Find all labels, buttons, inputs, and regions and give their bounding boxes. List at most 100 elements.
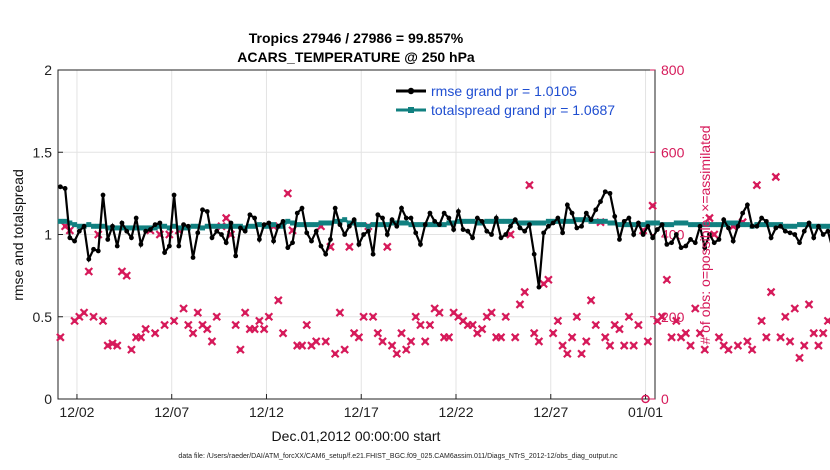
totalspread-point: [541, 220, 547, 226]
obs-assimilated-core: [797, 355, 802, 361]
totalspread-point: [725, 220, 731, 226]
rmse-point: [801, 228, 807, 234]
obs-assimilated-core: [304, 322, 309, 328]
rmse-point: [62, 186, 68, 191]
rmse-point: [517, 225, 523, 231]
obs-assimilated-core: [143, 326, 148, 332]
totalspread-point: [152, 225, 158, 231]
rmse-point: [247, 212, 253, 218]
x-tick-label: 12/02: [59, 404, 94, 420]
obs-assimilated-core: [745, 339, 750, 344]
totalspread-point: [503, 218, 509, 224]
totalspread-point: [787, 223, 793, 229]
totalspread-point: [650, 220, 656, 226]
rmse-point: [664, 241, 670, 247]
obs-assimilated-core: [569, 335, 575, 340]
totalspread-point: [683, 220, 689, 226]
obs-assimilated-core: [664, 277, 670, 282]
obs-assimilated-core: [531, 331, 537, 336]
totalspread-point: [190, 223, 196, 229]
rmse-point: [271, 238, 276, 244]
totalspread-point: [474, 220, 480, 226]
rmse-point: [806, 220, 812, 226]
totalspread-point: [247, 223, 253, 229]
totalspread-point: [678, 220, 684, 226]
obs-assimilated-core: [276, 298, 281, 303]
obs-assimilated-core: [688, 343, 693, 348]
rmse-line: [60, 185, 830, 288]
totalspread-point: [57, 218, 63, 224]
totalspread-point: [797, 222, 803, 228]
rmse-point: [740, 210, 746, 216]
obs-assimilated-core: [811, 331, 816, 336]
totalspread-point: [612, 220, 618, 226]
totalspread-point: [86, 222, 92, 228]
rmse-point: [252, 215, 258, 221]
totalspread-point: [484, 218, 490, 224]
obs-assimilated-core: [778, 335, 783, 340]
rmse-point: [759, 215, 765, 221]
totalspread-point: [673, 220, 679, 226]
totalspread-point: [711, 222, 717, 228]
rmse-point: [67, 235, 73, 241]
rmse-point: [640, 232, 646, 237]
totalspread-point: [76, 223, 82, 229]
rmse-point: [659, 222, 665, 228]
obs-assimilated-core: [503, 314, 508, 319]
totalspread-point: [223, 223, 229, 229]
obs-assimilated-core: [607, 343, 613, 348]
rmse-point: [76, 228, 82, 234]
totalspread-point: [95, 223, 101, 229]
obs-assimilated-core: [792, 306, 797, 311]
totalspread-point: [470, 218, 476, 224]
obs-assimilated-core: [91, 314, 96, 319]
obs-assimilated-core: [427, 322, 433, 328]
totalspread-point: [744, 222, 750, 228]
rmse-point: [702, 245, 708, 251]
rmse-point: [384, 232, 390, 237]
y-left-tick-label: 0.5: [33, 309, 53, 325]
totalspread-point: [730, 220, 736, 226]
obs-assimilated-core: [233, 322, 238, 328]
totalspread-point: [294, 222, 300, 228]
rmse-point: [370, 251, 376, 257]
obs-assimilated-core: [489, 310, 494, 315]
legend-rmse-label: rmse grand pr = 1.0105: [431, 83, 577, 99]
rmse-point: [749, 223, 755, 229]
rmse-point: [342, 232, 348, 237]
y-left-tick-label: 1.5: [33, 144, 53, 160]
obs-assimilated-core: [280, 331, 286, 336]
totalspread-point: [564, 218, 570, 224]
rmse-point: [105, 237, 111, 242]
x-tick-label: 12/07: [154, 404, 189, 420]
totalspread-point: [583, 217, 589, 223]
obs-assimilated-core: [100, 318, 106, 324]
totalspread-point: [413, 222, 419, 228]
rmse-point: [716, 237, 722, 242]
x-tick-label: 12/17: [344, 404, 379, 420]
rmse-point: [787, 230, 793, 236]
obs-assimilated-core: [669, 335, 674, 340]
rmse-point: [138, 241, 144, 247]
obs-assimilated-core: [726, 347, 731, 352]
totalspread-point: [62, 218, 68, 224]
totalspread-point: [100, 223, 106, 229]
totalspread-point: [560, 218, 566, 224]
totalspread-point: [811, 223, 817, 229]
rmse-point: [688, 237, 693, 242]
obs-assimilated-core: [370, 314, 376, 319]
rmse-point: [119, 220, 125, 226]
rmse-point: [763, 218, 769, 224]
totalspread-point: [332, 218, 338, 224]
totalspread-point: [290, 220, 296, 226]
rmse-point: [460, 227, 466, 232]
totalspread-point: [214, 223, 220, 229]
totalspread-point: [522, 220, 528, 226]
rmse-point: [209, 235, 215, 241]
rmse-point: [470, 235, 475, 241]
obs-assimilated-core: [522, 289, 527, 295]
totalspread-point: [67, 220, 73, 226]
rmse-point: [200, 207, 205, 213]
y-right-tick-label: 200: [661, 309, 685, 325]
